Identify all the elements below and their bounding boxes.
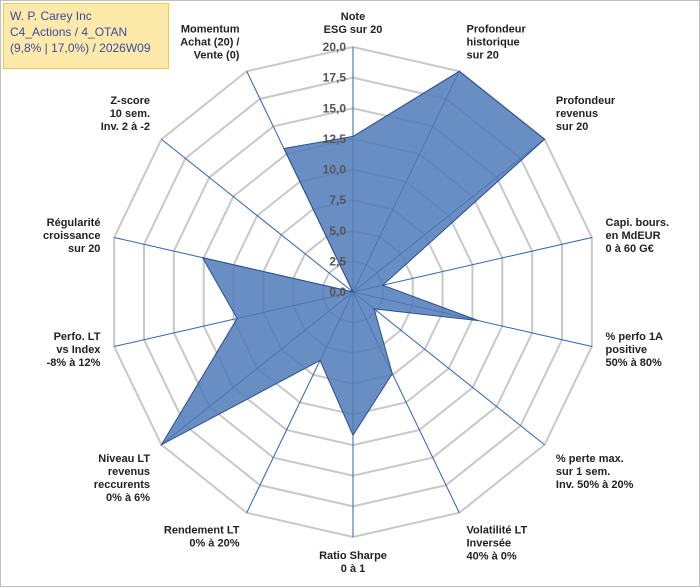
tick-label: 15,0: [323, 101, 347, 115]
axis-spoke: [161, 138, 354, 293]
tick-label: 5,0: [329, 224, 346, 238]
series-area: [160, 70, 546, 447]
axis-label-line: 0 à 60 G€: [606, 243, 654, 255]
axis-label-line: Momentum: [181, 23, 240, 35]
tick-label: 7,5: [329, 193, 346, 207]
axis-label-line: Achat (20) /: [180, 36, 239, 48]
axis-spoke: [352, 236, 592, 293]
axis-label: Niveau LT revenus reccurents 0% à 6%: [94, 453, 151, 504]
axis-label-line: vs Index: [56, 344, 101, 356]
axis-label-line: revenus: [108, 466, 150, 478]
axis-label-line: sur 1 sem.: [556, 466, 610, 478]
axis-label-line: Perfo. LT: [54, 331, 101, 343]
axis-label-line: Inv. 2 à -2: [101, 121, 150, 133]
axis-label-line: ESG sur 20: [324, 24, 383, 36]
axis-label-line: Ratio Sharpe: [319, 550, 387, 562]
axis-label: Profondeur revenus sur 20: [556, 95, 616, 133]
axis-label: Z-score 10 sem. Inv. 2 à -2: [101, 95, 150, 133]
axis-label: Volatilité LT Inversée 40% à 0%: [467, 525, 528, 563]
axis-label-line: sur 20: [467, 49, 499, 61]
axis-label-line: 10 sem.: [110, 108, 150, 120]
tick-label: 10,0: [323, 163, 347, 177]
tick-label: 12,5: [323, 132, 347, 146]
axis-label-line: sur 20: [556, 121, 588, 133]
axis-label-line: Inversée: [467, 538, 512, 550]
axis-label-line: % perfo 1A: [606, 331, 664, 343]
axis-spoke: [352, 291, 545, 446]
axis-label-line: Rendement LT: [164, 525, 240, 537]
axis-label-line: reccurents: [94, 479, 150, 491]
axis-label-line: % perte max.: [556, 453, 624, 465]
axis-label-line: Capi. bours.: [606, 217, 670, 229]
axis-label-line: Z-score: [110, 95, 150, 107]
axis-label-line: Profondeur: [467, 23, 527, 35]
axis-label: Régularité croissance sur 20: [43, 217, 100, 255]
axis-label-line: en MdEUR: [606, 230, 661, 242]
title-line-1: W. P. Carey Inc: [10, 9, 92, 23]
axis-label: Momentum Achat (20) / Vente (0): [180, 23, 240, 61]
axis-label-line: Profondeur: [556, 95, 616, 107]
axis-label-line: croissance: [43, 230, 100, 242]
tick-label: 2,5: [329, 254, 346, 268]
tick-label: 17,5: [323, 71, 347, 85]
axis-label-line: 50% à 80%: [606, 357, 662, 369]
axis-label-line: Régularité: [47, 217, 101, 229]
axis-label-line: revenus: [556, 108, 598, 120]
axis-label: Note ESG sur 20: [324, 11, 383, 36]
axis-label-line: Vente (0): [194, 49, 240, 61]
chart-title-box: W. P. Carey Inc C4_Actions / 4_OTAN (9,8…: [3, 3, 169, 69]
axis-label: Rendement LT 0% à 20%: [164, 525, 240, 550]
axis-label: Profondeur historique sur 20: [467, 23, 527, 61]
axis-label: % perfo 1A positive 50% à 80%: [606, 331, 664, 369]
tick-label: 0,0: [329, 285, 346, 299]
title-line-2: C4_Actions / 4_OTAN: [10, 25, 128, 39]
axis-label-line: -8% à 12%: [47, 357, 101, 369]
axis-label-line: Inv. 50% à 20%: [556, 479, 634, 491]
axis-label-line: positive: [606, 344, 648, 356]
title-line-3: (9,8% | 17,0%) / 2026W09: [10, 41, 151, 55]
axis-label-line: Volatilité LT: [467, 525, 528, 537]
axis-label: Capi. bours. en MdEUR 0 à 60 G€: [606, 217, 670, 255]
axis-label-line: sur 20: [68, 243, 100, 255]
axis-label-line: 0% à 20%: [189, 538, 239, 550]
axis-label-line: historique: [467, 36, 520, 48]
axis-label: % perte max. sur 1 sem. Inv. 50% à 20%: [556, 453, 634, 491]
axis-label: Ratio Sharpe 0 à 1: [319, 550, 387, 575]
axis-label-line: 0 à 1: [341, 563, 365, 575]
axis-label-line: Note: [341, 11, 365, 23]
axis-label-line: 40% à 0%: [467, 551, 517, 563]
tick-label: 20,0: [323, 40, 347, 54]
axis-label-line: Niveau LT: [98, 453, 150, 465]
axis-label-line: 0% à 6%: [106, 492, 150, 504]
axis-label: Perfo. LT vs Index -8% à 12%: [47, 331, 102, 369]
